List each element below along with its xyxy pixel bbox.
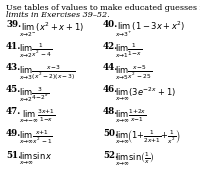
Text: $\lim_{x\to 2^-}(x^2+x+1)$: $\lim_{x\to 2^-}(x^2+x+1)$ [19, 20, 84, 39]
Text: $\lim_{x\to 3^+}(1-3x+x^2)$: $\lim_{x\to 3^+}(1-3x+x^2)$ [115, 20, 185, 39]
Text: 43.: 43. [6, 63, 21, 72]
Text: Use tables of values to make educated guesses for each of the: Use tables of values to make educated gu… [6, 4, 200, 12]
Text: $\lim_{x\to 1}\frac{1}{1-x}$: $\lim_{x\to 1}\frac{1}{1-x}$ [115, 42, 142, 60]
Text: limits in Exercises 39–52.: limits in Exercises 39–52. [6, 11, 110, 19]
Text: 41.: 41. [6, 42, 21, 51]
Text: 48.: 48. [103, 107, 118, 116]
Text: 42.: 42. [103, 42, 118, 51]
Text: 46.: 46. [103, 85, 118, 94]
Text: $\lim_{x\to 2}\frac{1}{x^2-4}$: $\lim_{x\to 2}\frac{1}{x^2-4}$ [19, 42, 52, 60]
Text: 49.: 49. [6, 129, 21, 138]
Text: $\lim_{x\to 2}\frac{3}{4-2^x}$: $\lim_{x\to 2}\frac{3}{4-2^x}$ [19, 85, 50, 104]
Text: $\lim_{x\to 5}\frac{x-5}{x^2-25}$: $\lim_{x\to 5}\frac{x-5}{x^2-25}$ [115, 63, 152, 82]
Text: $\lim_{x\to\infty}\frac{x+1}{x^2-1}$: $\lim_{x\to\infty}\frac{x+1}{x^2-1}$ [19, 129, 53, 146]
Text: $\lim_{x\to\infty}\!\left(1+\frac{1}{2x+1}+\frac{1}{x^2}\right)$: $\lim_{x\to\infty}\!\left(1+\frac{1}{2x+… [115, 129, 181, 146]
Text: $\lim_{x\to\infty}\sin\!\left(\frac{1}{x}\right)$: $\lim_{x\to\infty}\sin\!\left(\frac{1}{x… [115, 151, 154, 168]
Text: $\lim_{x\to 3}\frac{x-3}{(x^2-2)(x-3)}$: $\lim_{x\to 3}\frac{x-3}{(x^2-2)(x-3)}$ [19, 63, 76, 82]
Text: $\lim_{x\to\infty}\frac{1+2x}{x-1}$: $\lim_{x\to\infty}\frac{1+2x}{x-1}$ [115, 107, 146, 124]
Text: 44.: 44. [103, 63, 118, 72]
Text: $\lim_{x\to -\infty}\frac{3x+1}{1-x}$: $\lim_{x\to -\infty}\frac{3x+1}{1-x}$ [19, 107, 55, 124]
Text: 45.: 45. [6, 85, 21, 94]
Text: 39.: 39. [6, 20, 21, 29]
Text: $\lim_{x\to\infty}\sin x$: $\lim_{x\to\infty}\sin x$ [19, 151, 53, 167]
Text: 47.: 47. [6, 107, 21, 116]
Text: 52.: 52. [103, 151, 118, 160]
Text: 51.: 51. [6, 151, 21, 160]
Text: 40.: 40. [103, 20, 118, 29]
Text: 50.: 50. [103, 129, 118, 138]
Text: $\lim_{x\to\infty}(3e^{-2x}+1)$: $\lim_{x\to\infty}(3e^{-2x}+1)$ [115, 85, 176, 103]
